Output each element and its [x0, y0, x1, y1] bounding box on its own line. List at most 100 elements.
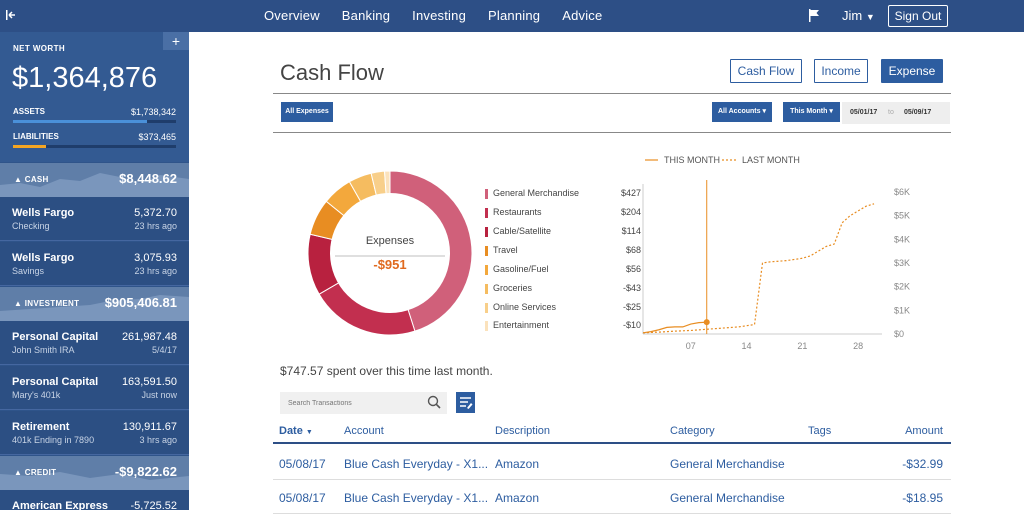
legend-amount: $427	[620, 188, 641, 198]
chevron-down-icon: ▾	[829, 108, 833, 115]
liabilities-bar	[13, 145, 176, 148]
col-account[interactable]: Account	[344, 425, 384, 437]
last-month-summary: $747.57 spent over this time last month.	[280, 364, 493, 378]
collapse-sidebar-icon[interactable]	[4, 7, 20, 23]
legend-item[interactable]: Groceries -$43	[485, 282, 641, 296]
legend-item[interactable]: Cable/Satellite $114	[485, 225, 641, 239]
legend-item[interactable]: Travel $68	[485, 244, 641, 258]
section-credit[interactable]: ▲ CREDIT -$9,822.62	[0, 456, 189, 490]
account-updated: 23 hrs ago	[134, 266, 177, 276]
account-row[interactable]: American Express -5,725.52	[0, 490, 189, 510]
nav-advice[interactable]: Advice	[562, 8, 603, 23]
account-name: American Express	[12, 500, 108, 510]
account-sub: 401k Ending in 7890	[12, 435, 95, 445]
net-worth-panel[interactable]: NET WORTH $1,364,876 + ASSETS $1,738,342 …	[0, 32, 189, 162]
assets-row[interactable]: ASSETS $1,738,342	[13, 107, 176, 117]
accounts-dropdown[interactable]: All Accounts ▾	[712, 102, 772, 122]
search-input[interactable]	[288, 392, 418, 414]
date-range: 05/01/17 to 05/09/17	[842, 102, 950, 124]
legend-amount: $204	[620, 207, 641, 217]
user-menu[interactable]: Jim ▼	[842, 0, 875, 33]
date-from[interactable]: 05/01/17	[850, 109, 878, 116]
liabilities-value: $373,465	[138, 132, 176, 142]
y-tick-label: $5K	[894, 211, 910, 221]
table-row[interactable]: 05/08/17 Blue Cash Everyday - X1... Amaz…	[273, 480, 951, 514]
x-tick-label: 21	[797, 341, 807, 351]
nav-investing[interactable]: Investing	[412, 8, 467, 23]
legend-amount: -$25	[622, 302, 641, 312]
col-category[interactable]: Category	[670, 425, 715, 437]
nav-banking[interactable]: Banking	[341, 8, 391, 23]
col-description[interactable]: Description	[495, 425, 551, 437]
account-value: 3,075.93	[134, 252, 177, 264]
account-name: Wells Fargo	[12, 252, 75, 264]
legend-item[interactable]: Online Services -$25	[485, 301, 641, 315]
col-date[interactable]: Date ▼	[279, 425, 313, 437]
transactions-header: Date ▼ Account Description Category Tags…	[273, 418, 951, 444]
cell-account: Blue Cash Everyday - X1...	[344, 491, 489, 505]
cell-category: General Merchandise	[670, 457, 785, 471]
legend-last-month-label: LAST MONTH	[742, 155, 800, 165]
legend-item[interactable]: Entertainment -$10	[485, 319, 641, 333]
legend-category: Groceries	[493, 283, 533, 293]
top-nav: Overview Banking Investing Planning Advi…	[0, 0, 1024, 32]
account-name: Wells Fargo	[12, 207, 75, 219]
search-box	[280, 392, 447, 414]
user-name: Jim	[842, 8, 863, 23]
cell-description: Amazon	[495, 491, 540, 505]
sign-out-button[interactable]: Sign Out	[888, 5, 948, 27]
date-to[interactable]: 05/09/17	[904, 109, 932, 116]
current-point	[703, 319, 710, 326]
account-row[interactable]: Personal Capital John Smith IRA 261,987.48…	[0, 321, 189, 365]
nav-planning[interactable]: Planning	[488, 8, 541, 23]
legend-item[interactable]: Gasoline/Fuel $56	[485, 263, 641, 277]
assets-value: $1,738,342	[130, 107, 176, 117]
account-name: Personal Capital	[12, 376, 99, 388]
income-button[interactable]: Income	[814, 59, 868, 83]
section-cash[interactable]: ▲ CASH $8,448.62	[0, 163, 189, 197]
col-tags[interactable]: Tags	[808, 425, 832, 437]
account-name: Retirement	[12, 421, 70, 433]
account-sub: Checking	[12, 221, 50, 231]
legend-category: Entertainment	[493, 320, 550, 330]
legend-item[interactable]: Restaurants $204	[485, 206, 641, 220]
x-tick-label: 14	[742, 341, 752, 351]
donut-value: -$951	[373, 257, 406, 272]
account-row[interactable]: Retirement 401k Ending in 7890 130,911.67 3…	[0, 411, 189, 455]
nav-overview[interactable]: Overview	[264, 8, 320, 23]
legend-amount: $56	[625, 264, 641, 274]
all-expenses-button[interactable]: All Expenses	[281, 102, 333, 122]
flag-icon[interactable]	[808, 9, 820, 22]
net-worth-label: NET WORTH	[13, 44, 66, 53]
assets-label: ASSETS	[13, 107, 46, 116]
legend-item[interactable]: General Merchandise $427	[485, 187, 641, 201]
table-row[interactable]: 05/08/17 Blue Cash Everyday - X1... Amaz…	[273, 446, 951, 480]
y-tick-label: $0	[894, 329, 904, 339]
edit-filter-button[interactable]	[456, 392, 475, 413]
assets-bar-fill	[13, 120, 147, 123]
expense-button[interactable]: Expense	[881, 59, 943, 83]
account-row[interactable]: Personal Capital Mary's 401k 163,591.50 Jus…	[0, 366, 189, 410]
search-icon[interactable]	[427, 395, 441, 409]
sparkline-decoration	[0, 295, 189, 321]
date-to-label: to	[888, 109, 894, 116]
period-dropdown[interactable]: This Month ▾	[783, 102, 840, 122]
y-tick-label: $4K	[894, 234, 910, 244]
main-content: Cash Flow Cash Flow Income Expense All E…	[189, 32, 1024, 514]
sidebar: NET WORTH $1,364,876 + ASSETS $1,738,342 …	[0, 32, 189, 510]
legend-amount: $68	[625, 245, 641, 255]
donut-label: Expenses	[366, 235, 415, 247]
liabilities-row[interactable]: LIABILITIES $373,465	[13, 132, 176, 142]
legend-category: Gasoline/Fuel	[493, 264, 549, 274]
account-row[interactable]: Wells Fargo Checking 5,372.70 23 hrs ago	[0, 197, 189, 241]
add-account-button[interactable]: +	[163, 32, 189, 50]
chevron-down-icon: ▾	[762, 108, 766, 115]
section-investment[interactable]: ▲ INVESTMENT $905,406.81	[0, 287, 189, 321]
legend-swatch	[485, 227, 488, 237]
account-updated: 23 hrs ago	[134, 221, 177, 231]
sparkline-decoration	[0, 173, 189, 197]
account-row[interactable]: Wells Fargo Savings 3,075.93 23 hrs ago	[0, 242, 189, 286]
cash-flow-button[interactable]: Cash Flow	[730, 59, 802, 83]
cell-date: 05/08/17	[279, 491, 326, 505]
col-amount[interactable]: Amount	[905, 425, 943, 437]
